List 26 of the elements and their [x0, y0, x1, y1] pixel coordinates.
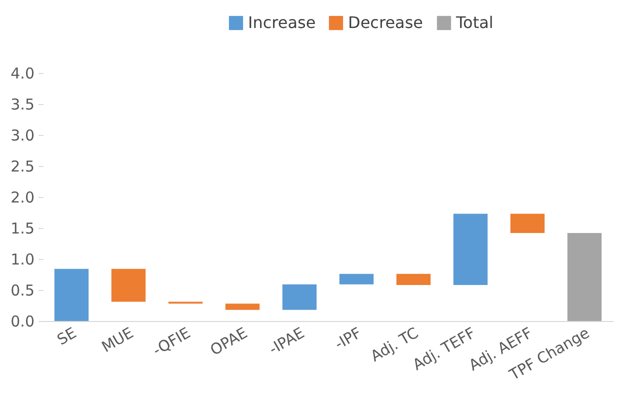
y-tick-label: 3.0: [10, 126, 34, 144]
bar: [225, 304, 260, 310]
x-tick-label: -IPAE: [266, 324, 308, 358]
y-tick-label: 2.5: [10, 158, 34, 176]
y-tick-label: 1.5: [10, 220, 34, 238]
y-tick-label: 0.0: [10, 312, 34, 330]
bar: [396, 274, 431, 286]
bar: [567, 232, 602, 321]
x-tick-label: SE: [54, 324, 80, 349]
legend-label: Decrease: [348, 13, 424, 32]
bar: [453, 214, 488, 286]
y-tick-label: 3.5: [10, 96, 34, 114]
x-tick-label: -IPF: [332, 324, 364, 354]
x-tick-label: MUE: [98, 324, 136, 356]
y-tick-label: 4.0: [10, 64, 34, 82]
x-tick-label: -QFIE: [150, 324, 194, 360]
legend-label: Total: [455, 13, 494, 32]
y-tick-label: 0.5: [10, 282, 34, 300]
bar: [54, 268, 89, 321]
bar: [339, 274, 374, 284]
legend-label: Increase: [248, 13, 316, 32]
bar: [111, 268, 146, 302]
bar: [510, 214, 545, 233]
y-tick-label: 2.0: [10, 188, 34, 206]
y-tick-label: 1.0: [10, 250, 34, 268]
bar: [282, 284, 317, 310]
